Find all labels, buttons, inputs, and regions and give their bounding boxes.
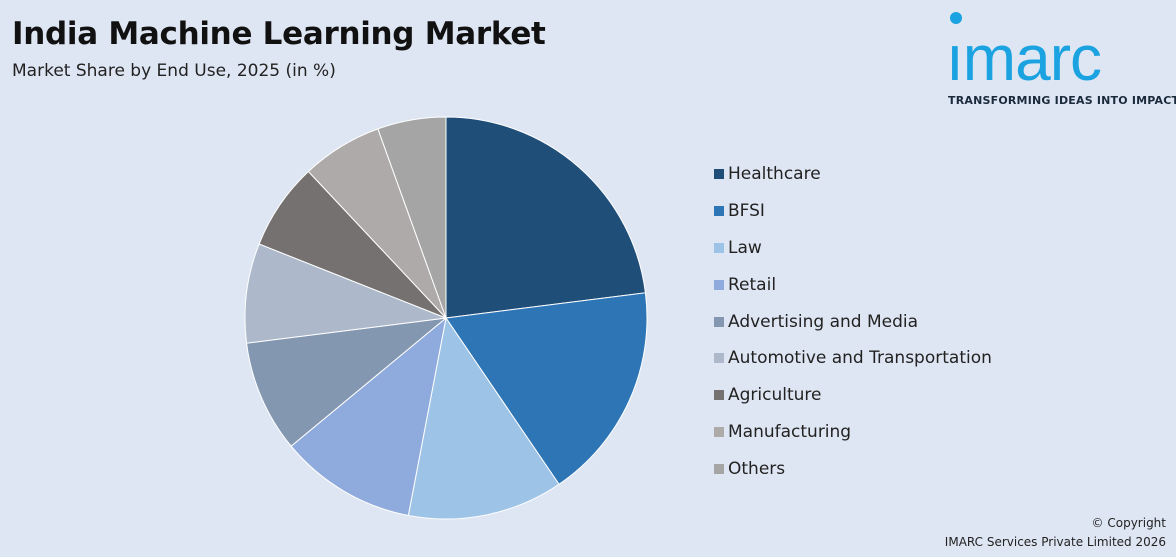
chart-title: India Machine Learning Market [12, 16, 546, 52]
legend-label: BFSI [728, 201, 765, 222]
chart-legend: Healthcare BFSI Law Retail Advertising and M… [714, 156, 992, 487]
legend-label: Agriculture [728, 385, 822, 406]
pie-slice-bfsi [445, 292, 648, 485]
legend-label: Manufacturing [728, 421, 852, 442]
legend-swatch [714, 242, 724, 253]
pie-slice-others [377, 116, 447, 319]
legend-swatch [714, 463, 724, 474]
legend-label: Others [728, 458, 786, 479]
legend-item: Law [714, 230, 992, 267]
imarc-logo: ımarc TRANSFORMING IDEAS INTO IMPACT [944, 10, 1176, 110]
chart-subtitle: Market Share by End Use, 2025 (in %) [12, 61, 336, 81]
pie-slice-advertising-and-media [246, 317, 448, 447]
legend-swatch [714, 426, 724, 437]
legend-item: Automotive and Transportation [714, 340, 992, 377]
legend-swatch [714, 390, 724, 401]
legend-swatch [714, 169, 724, 180]
logo-dot-icon [950, 12, 962, 24]
pie-slice-healthcare [445, 116, 646, 319]
legend-swatch [714, 206, 724, 217]
legend-swatch [714, 353, 724, 364]
legend-item: Manufacturing [714, 414, 992, 451]
logo-tagline: TRANSFORMING IDEAS INTO IMPACT [948, 94, 1176, 107]
legend-swatch [714, 316, 724, 327]
copyright: © Copyright IMARC Services Private Limit… [945, 514, 1166, 552]
legend-item: BFSI [714, 193, 992, 230]
legend-label: Law [728, 237, 762, 258]
copyright-line: © Copyright [1091, 516, 1166, 530]
pie-slice-automotive-and-transportation [244, 243, 447, 344]
copyright-company: IMARC Services Private Limited 2026 [944, 535, 1166, 549]
legend-label: Retail [728, 274, 777, 295]
legend-swatch [714, 279, 724, 290]
legend-item: Healthcare [714, 156, 992, 193]
legend-item: Retail [714, 266, 992, 303]
legend-label: Healthcare [728, 164, 821, 185]
legend-item: Others [714, 450, 992, 487]
legend-item: Agriculture [714, 377, 992, 414]
legend-label: Advertising and Media [728, 311, 919, 332]
pie-slice-law [407, 316, 560, 520]
legend-label: Automotive and Transportation [728, 348, 992, 369]
logo-wordmark: ımarc [946, 22, 1102, 94]
pie-slice-retail [290, 316, 447, 517]
legend-item: Advertising and Media [714, 303, 992, 340]
